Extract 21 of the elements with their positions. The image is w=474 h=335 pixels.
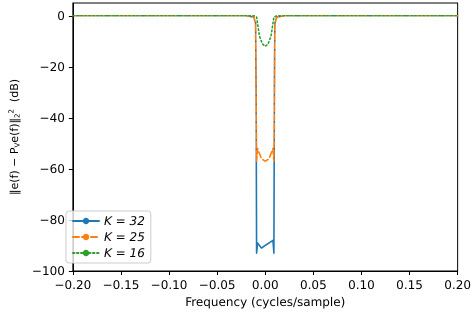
x-tick-label: 0.00 [252,278,279,292]
y-tick-label: 0 [57,8,65,23]
legend-label: K = 16 [104,246,146,260]
x-tick-label: −0.20 [54,278,92,292]
y-tick-label: −80 [40,212,65,227]
legend-label: K = 32 [104,214,145,228]
x-tick-label: −0.10 [150,278,188,292]
x-tick-label: −0.05 [198,278,236,292]
x-axis-title: Frequency (cycles/sample) [185,294,346,309]
x-tick-label: 0.15 [396,278,423,292]
legend-label: K = 25 [104,230,145,244]
y-tick-label: −100 [32,264,65,278]
y-tick-label: −40 [40,110,65,125]
y-tick-label: −20 [40,60,65,74]
line-series [72,14,458,162]
line-series [72,14,458,48]
x-tick-label: 0.20 [444,278,471,292]
y-tick-label: −60 [40,162,65,176]
x-tick-label: −0.15 [102,278,140,292]
x-tick-label: 0.05 [300,278,327,292]
x-tick-label: 0.10 [348,278,375,292]
